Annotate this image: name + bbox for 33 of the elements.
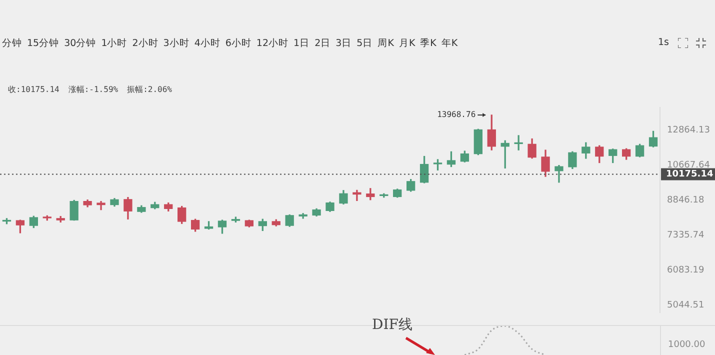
text: 1日 (294, 37, 310, 50)
text: 5日 (356, 37, 373, 50)
annotation: 13968.76 (437, 110, 476, 120)
text: 1小时 (101, 37, 128, 50)
text: 2小时 (132, 37, 158, 50)
text: 振幅:2.06% (127, 85, 172, 94)
y-tick-label: 12864.13 (667, 126, 710, 136)
text: 1000.00 (668, 340, 706, 350)
text: 涨幅:-1.59% (68, 85, 118, 94)
candlestick (514, 135, 523, 150)
text: 6小时 (225, 37, 252, 50)
text: 12小时 (256, 37, 289, 50)
y-tick-label: 7335.74 (667, 230, 704, 241)
y-tick-label: 5044.51 (667, 300, 704, 311)
annotation: DIF线 (372, 316, 412, 334)
text: 2日 (314, 37, 331, 50)
text: 30分钟 (64, 37, 96, 50)
text: 季K (420, 37, 436, 50)
y-tick-label: 6083.19 (667, 266, 704, 276)
text: 15分钟 (27, 37, 60, 50)
y-tick-label: 10667.64 (667, 160, 710, 171)
text: 1s (658, 37, 669, 48)
text: 4小时 (194, 37, 220, 50)
ref-line-label: 10175.14 (666, 170, 714, 180)
text: 收:10175.14 (8, 85, 60, 94)
text: 年K (441, 37, 458, 50)
text: 分钟 (2, 37, 22, 50)
y-tick-label: 8846.18 (667, 196, 704, 206)
text: 3小时 (163, 37, 190, 50)
candlestick (352, 190, 362, 202)
text: 周K (378, 37, 394, 50)
text: 3日 (336, 37, 352, 50)
text: 月K (398, 37, 416, 50)
